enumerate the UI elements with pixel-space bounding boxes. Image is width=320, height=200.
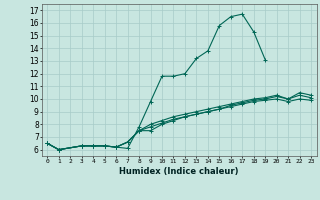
X-axis label: Humidex (Indice chaleur): Humidex (Indice chaleur) bbox=[119, 167, 239, 176]
